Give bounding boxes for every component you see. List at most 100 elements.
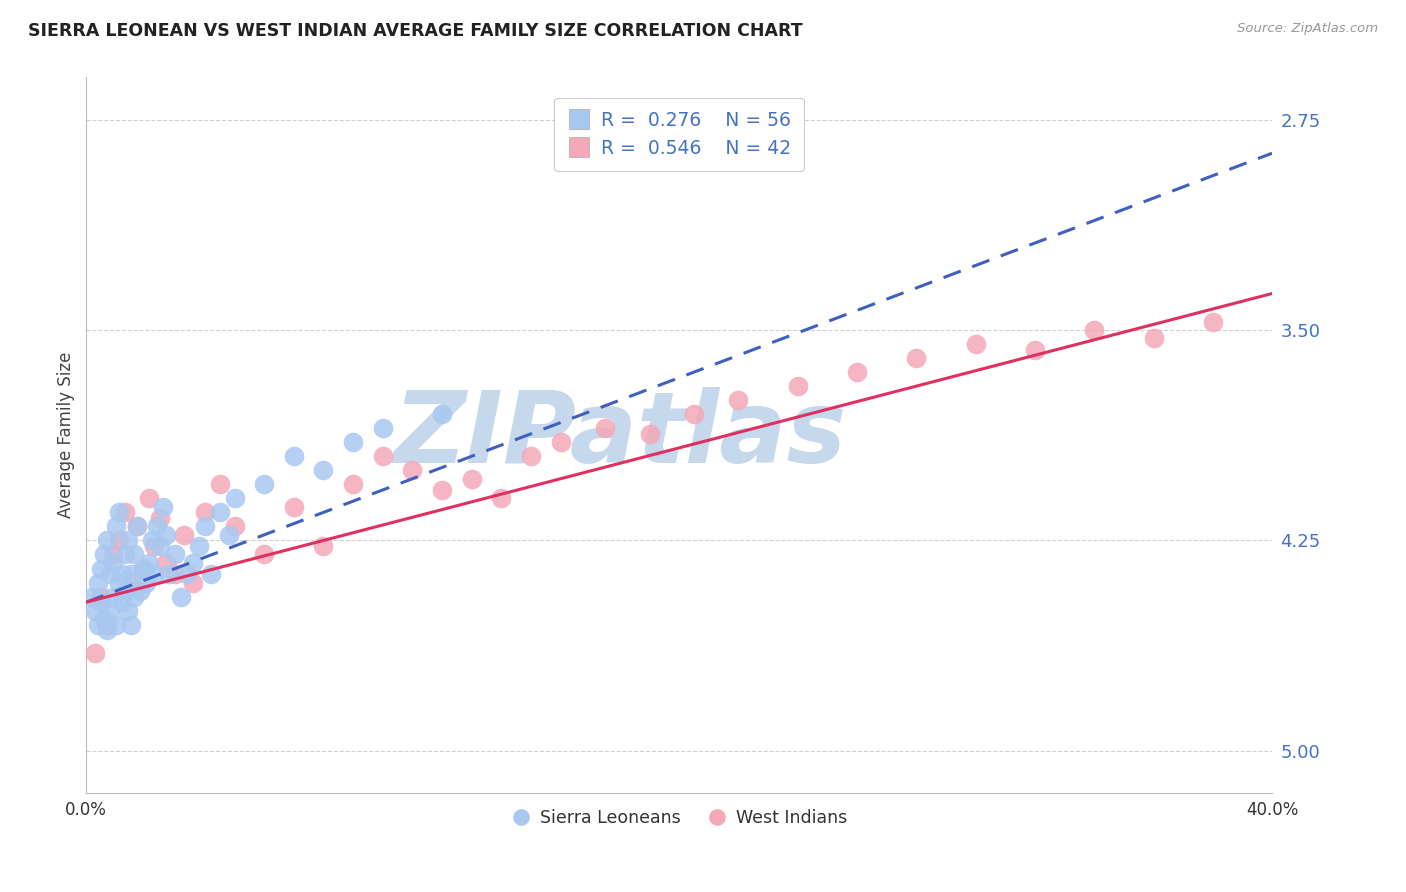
Point	[120, 617, 142, 632]
Point	[152, 500, 174, 514]
Point	[117, 533, 139, 548]
Point	[224, 519, 246, 533]
Legend: Sierra Leoneans, West Indians: Sierra Leoneans, West Indians	[503, 803, 855, 834]
Point	[550, 435, 572, 450]
Point	[122, 548, 145, 562]
Point	[683, 407, 706, 421]
Point	[638, 426, 661, 441]
Point	[87, 575, 110, 590]
Point	[371, 450, 394, 464]
Point	[138, 491, 160, 506]
Point	[90, 561, 112, 575]
Point	[181, 556, 204, 570]
Point	[141, 533, 163, 548]
Point	[96, 617, 118, 632]
Point	[128, 584, 150, 599]
Point	[194, 505, 217, 519]
Point	[208, 477, 231, 491]
Point	[143, 539, 166, 553]
Point	[131, 561, 153, 575]
Point	[111, 567, 134, 582]
Point	[101, 548, 124, 562]
Point	[114, 584, 136, 599]
Point	[905, 351, 928, 365]
Point	[98, 567, 121, 582]
Point	[460, 472, 482, 486]
Point	[1024, 343, 1046, 357]
Point	[143, 567, 166, 582]
Point	[194, 519, 217, 533]
Point	[342, 477, 364, 491]
Point	[84, 604, 107, 618]
Point	[96, 533, 118, 548]
Text: Source: ZipAtlas.com: Source: ZipAtlas.com	[1237, 22, 1378, 36]
Point	[101, 590, 124, 604]
Point	[108, 533, 131, 548]
Point	[401, 463, 423, 477]
Point	[965, 337, 987, 351]
Point	[253, 548, 276, 562]
Point	[155, 556, 177, 570]
Point	[93, 548, 115, 562]
Point	[224, 491, 246, 506]
Point	[98, 604, 121, 618]
Point	[218, 528, 240, 542]
Point	[149, 539, 172, 553]
Point	[108, 505, 131, 519]
Point	[122, 590, 145, 604]
Point	[520, 450, 543, 464]
Text: SIERRA LEONEAN VS WEST INDIAN AVERAGE FAMILY SIZE CORRELATION CHART: SIERRA LEONEAN VS WEST INDIAN AVERAGE FA…	[28, 22, 803, 40]
Point	[104, 617, 127, 632]
Point	[176, 567, 198, 582]
Point	[165, 548, 187, 562]
Point	[125, 519, 148, 533]
Point	[187, 539, 209, 553]
Point	[114, 548, 136, 562]
Point	[312, 463, 335, 477]
Point	[283, 500, 305, 514]
Point	[114, 505, 136, 519]
Point	[90, 595, 112, 609]
Point	[173, 528, 195, 542]
Point	[181, 575, 204, 590]
Text: ZIPatlas: ZIPatlas	[394, 387, 846, 483]
Point	[125, 519, 148, 533]
Point	[90, 590, 112, 604]
Point	[117, 604, 139, 618]
Point	[135, 575, 157, 590]
Point	[131, 561, 153, 575]
Point	[283, 450, 305, 464]
Point	[170, 590, 193, 604]
Point	[846, 365, 869, 379]
Point	[149, 511, 172, 525]
Point	[430, 407, 453, 421]
Point	[101, 556, 124, 570]
Point	[208, 505, 231, 519]
Point	[120, 567, 142, 582]
Point	[84, 646, 107, 660]
Point	[253, 477, 276, 491]
Point	[111, 595, 134, 609]
Point	[155, 528, 177, 542]
Point	[93, 612, 115, 626]
Point	[342, 435, 364, 450]
Point	[96, 624, 118, 638]
Point	[87, 617, 110, 632]
Point	[312, 539, 335, 553]
Point	[1202, 315, 1225, 329]
Point	[593, 421, 616, 435]
Point	[371, 421, 394, 435]
Point	[157, 567, 180, 582]
Point	[82, 590, 104, 604]
Point	[104, 519, 127, 533]
Point	[108, 575, 131, 590]
Point	[727, 393, 749, 408]
Point	[1142, 331, 1164, 345]
Point	[491, 491, 513, 506]
Point	[165, 567, 187, 582]
Point	[430, 483, 453, 497]
Point	[786, 379, 808, 393]
Point	[1083, 323, 1105, 337]
Point	[138, 556, 160, 570]
Point	[120, 575, 142, 590]
